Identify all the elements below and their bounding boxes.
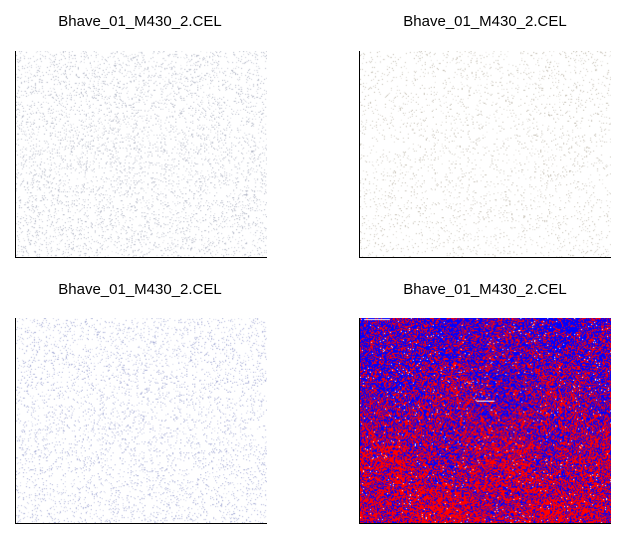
chip-image-3 bbox=[15, 318, 267, 524]
chip-image-4-residuals bbox=[359, 318, 611, 524]
panel-title-2: Bhave_01_M430_2.CEL bbox=[403, 13, 567, 30]
panel-title-1: Bhave_01_M430_2.CEL bbox=[58, 13, 222, 30]
panel-title-4: Bhave_01_M430_2.CEL bbox=[403, 281, 567, 298]
panel-title-3: Bhave_01_M430_2.CEL bbox=[58, 281, 222, 298]
chip-image-2 bbox=[359, 51, 611, 258]
chip-image-1 bbox=[15, 51, 267, 258]
